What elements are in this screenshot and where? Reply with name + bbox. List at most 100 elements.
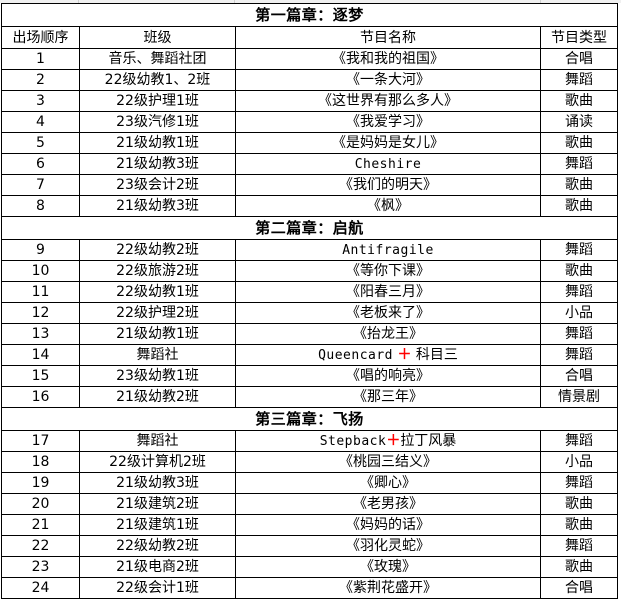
cell-type[interactable]: 歌曲: [539, 132, 619, 154]
cell-order[interactable]: 22: [1, 535, 80, 557]
cell-name[interactable]: 《桃园三结义》: [235, 451, 541, 473]
cell-class[interactable]: 22级幼教2班: [79, 535, 236, 557]
cell-type[interactable]: 情景剧: [539, 386, 619, 408]
cell-class[interactable]: 22级幼教1、2班: [79, 69, 236, 91]
cell-type[interactable]: 合唱: [539, 577, 619, 599]
cell-class[interactable]: 21级幼教2班: [79, 386, 236, 408]
cell-type[interactable]: 舞蹈: [539, 323, 619, 345]
cell-type[interactable]: 舞蹈: [539, 344, 619, 366]
cell-type[interactable]: 诵读: [539, 111, 619, 133]
cell-class[interactable]: 22级旅游2班: [79, 260, 236, 282]
cell-class[interactable]: 21级电商2班: [79, 556, 236, 578]
table-row[interactable]: 13 21级幼教1班 《抬龙王》 舞蹈: [1, 323, 619, 345]
cell-name[interactable]: 《我们的明天》: [235, 174, 541, 196]
cell-class[interactable]: 21级幼教1班: [79, 323, 236, 345]
cell-name[interactable]: 《老板来了》: [235, 302, 541, 324]
cell-order[interactable]: 9: [1, 239, 80, 261]
cell-order[interactable]: 13: [1, 323, 80, 345]
table-row[interactable]: 19 21级幼教3班 《卿心》 舞蹈: [1, 472, 619, 494]
cell-name[interactable]: 《这世界有那么多人》: [235, 90, 541, 112]
cell-order[interactable]: 1: [1, 48, 80, 70]
cell-name[interactable]: 《老男孩》: [235, 493, 541, 515]
cell-class[interactable]: 21级建筑1班: [79, 514, 236, 536]
table-row[interactable]: 20 21级建筑2班 《老男孩》 歌曲: [1, 493, 619, 515]
cell-class[interactable]: 22级护理2班: [79, 302, 236, 324]
table-row[interactable]: 16 21级幼教2班 《那三年》 情景剧: [1, 386, 619, 408]
cell-order[interactable]: 20: [1, 493, 80, 515]
table-row[interactable]: 1 音乐、舞蹈社团 《我和我的祖国》 合唱: [1, 48, 619, 70]
cell-type[interactable]: 小品: [539, 451, 619, 473]
table-row[interactable]: 22 22级幼教2班 《羽化灵蛇》 舞蹈: [1, 535, 619, 557]
cell-class[interactable]: 21级幼教3班: [79, 153, 236, 175]
cell-name[interactable]: 《一条大河》: [235, 69, 541, 91]
cell-name[interactable]: 《紫荆花盛开》: [235, 577, 541, 599]
cell-name[interactable]: 《抬龙王》: [235, 323, 541, 345]
cell-order[interactable]: 23: [1, 556, 80, 578]
cell-order[interactable]: 14: [1, 344, 80, 366]
table-row[interactable]: 24 22级会计1班 《紫荆花盛开》 合唱: [1, 577, 619, 599]
table-row[interactable]: 6 21级幼教3班 Cheshire 舞蹈: [1, 153, 619, 175]
table-row[interactable]: 8 21级幼教3班 《枫》 歌曲: [1, 195, 619, 217]
table-row[interactable]: 21 21级建筑1班 《妈妈的话》 歌曲: [1, 514, 619, 536]
table-row[interactable]: 11 22级幼教1班 《阳春三月》 舞蹈: [1, 281, 619, 303]
cell-name[interactable]: 《我和我的祖国》: [235, 48, 541, 70]
cell-order[interactable]: 6: [1, 153, 80, 175]
cell-class[interactable]: 23级幼教1班: [79, 365, 236, 387]
cell-name[interactable]: 《卿心》: [235, 472, 541, 494]
cell-type[interactable]: 舞蹈: [539, 472, 619, 494]
table-row[interactable]: 12 22级护理2班 《老板来了》 小品: [1, 302, 619, 324]
cell-order[interactable]: 15: [1, 365, 80, 387]
cell-order[interactable]: 5: [1, 132, 80, 154]
cell-order[interactable]: 8: [1, 195, 80, 217]
table-row[interactable]: 4 23级汽修1班 《我爱学习》 诵读: [1, 111, 619, 133]
cell-order[interactable]: 18: [1, 451, 80, 473]
cell-order[interactable]: 7: [1, 174, 80, 196]
cell-order[interactable]: 11: [1, 281, 80, 303]
cell-type[interactable]: 舞蹈: [539, 69, 619, 91]
cell-type[interactable]: 合唱: [539, 365, 619, 387]
table-row[interactable]: 18 22级计算机2班 《桃园三结义》 小品: [1, 451, 619, 473]
table-row[interactable]: 5 21级幼教1班 《是妈妈是女儿》 歌曲: [1, 132, 619, 154]
cell-type[interactable]: 舞蹈: [539, 239, 619, 261]
cell-class[interactable]: 21级幼教1班: [79, 132, 236, 154]
cell-class[interactable]: 21级建筑2班: [79, 493, 236, 515]
cell-name[interactable]: 《那三年》: [235, 386, 541, 408]
cell-type[interactable]: 舞蹈: [539, 153, 619, 175]
cell-type[interactable]: 歌曲: [539, 195, 619, 217]
cell-name[interactable]: Antifragile: [235, 239, 541, 261]
table-row[interactable]: 23 21级电商2班 《玫瑰》 歌曲: [1, 556, 619, 578]
table-row[interactable]: 17 舞蹈社 Stepback＋拉丁风暴 舞蹈: [1, 430, 619, 452]
cell-class[interactable]: 21级幼教3班: [79, 195, 236, 217]
cell-type[interactable]: 舞蹈: [539, 430, 619, 452]
cell-order[interactable]: 2: [1, 69, 80, 91]
cell-type[interactable]: 歌曲: [539, 556, 619, 578]
table-row[interactable]: 7 23级会计2班 《我们的明天》 歌曲: [1, 174, 619, 196]
cell-class[interactable]: 22级会计1班: [79, 577, 236, 599]
cell-name[interactable]: 《枫》: [235, 195, 541, 217]
cell-name[interactable]: 《妈妈的话》: [235, 514, 541, 536]
cell-order[interactable]: 16: [1, 386, 80, 408]
cell-type[interactable]: 舞蹈: [539, 535, 619, 557]
cell-class[interactable]: 舞蹈社: [79, 430, 236, 452]
table-row[interactable]: 3 22级护理1班 《这世界有那么多人》 歌曲: [1, 90, 619, 112]
table-row[interactable]: 10 22级旅游2班 《等你下课》 歌曲: [1, 260, 619, 282]
cell-order[interactable]: 19: [1, 472, 80, 494]
cell-order[interactable]: 3: [1, 90, 80, 112]
table-row[interactable]: 15 23级幼教1班 《唱的响亮》 合唱: [1, 365, 619, 387]
cell-type[interactable]: 合唱: [539, 48, 619, 70]
cell-type[interactable]: 歌曲: [539, 260, 619, 282]
cell-order[interactable]: 21: [1, 514, 80, 536]
cell-type[interactable]: 歌曲: [539, 174, 619, 196]
cell-type[interactable]: 舞蹈: [539, 281, 619, 303]
cell-name[interactable]: 《等你下课》: [235, 260, 541, 282]
cell-type[interactable]: 歌曲: [539, 90, 619, 112]
cell-name[interactable]: Cheshire: [235, 153, 541, 175]
cell-class[interactable]: 23级汽修1班: [79, 111, 236, 133]
cell-name[interactable]: Stepback＋拉丁风暴: [235, 430, 541, 452]
cell-name[interactable]: 《是妈妈是女儿》: [235, 132, 541, 154]
cell-class[interactable]: 23级会计2班: [79, 174, 236, 196]
table-row[interactable]: 9 22级幼教2班 Antifragile 舞蹈: [1, 239, 619, 261]
cell-type[interactable]: 小品: [539, 302, 619, 324]
cell-class[interactable]: 音乐、舞蹈社团: [79, 48, 236, 70]
cell-order[interactable]: 24: [1, 577, 80, 599]
